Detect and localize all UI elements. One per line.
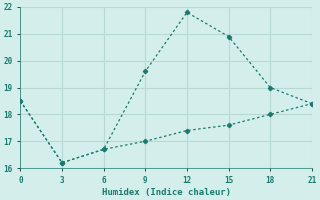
X-axis label: Humidex (Indice chaleur): Humidex (Indice chaleur): [102, 188, 231, 197]
